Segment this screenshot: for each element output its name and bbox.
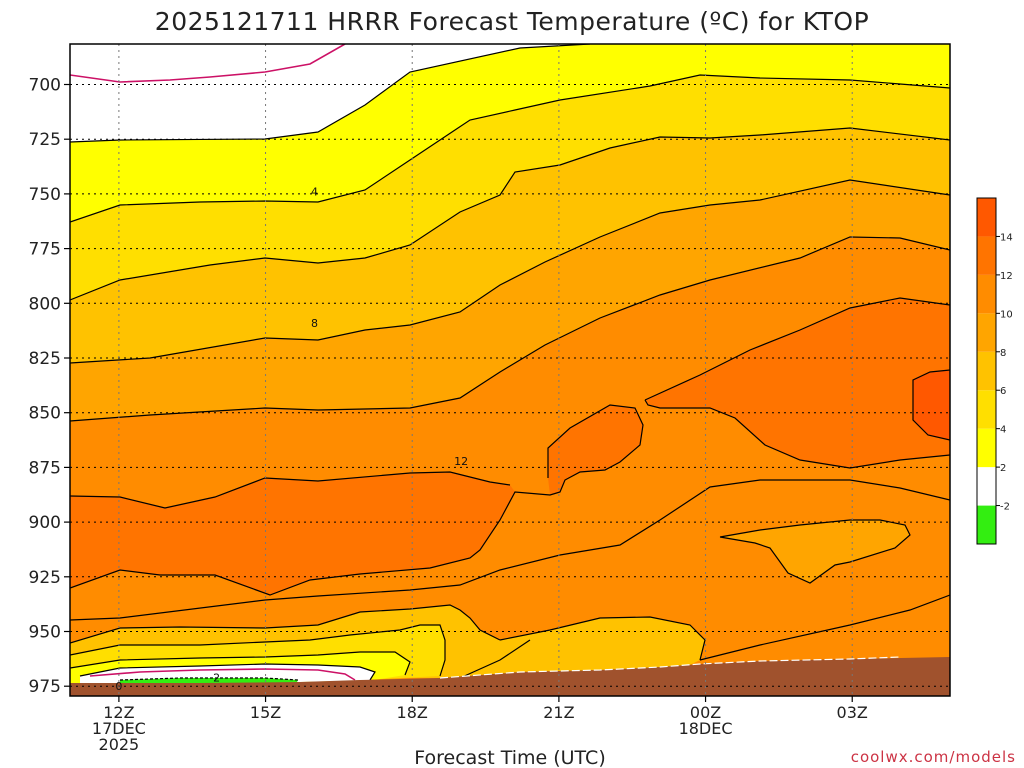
y-tick-label-800: 800 xyxy=(29,294,61,314)
colorbar-segment-7 xyxy=(977,236,996,275)
y-tick-label-975: 975 xyxy=(29,677,61,697)
colorbar-segment-4 xyxy=(977,351,996,391)
y-tick-label-925: 925 xyxy=(29,568,61,588)
colorbar-segment-1 xyxy=(977,467,996,506)
contour-label-2: 2 xyxy=(213,671,220,684)
band-12-to-14-east xyxy=(548,298,950,495)
temperature-field: 4 8 12 2 0 xyxy=(70,44,950,696)
credit-text: coolwx.com/models xyxy=(851,748,1016,766)
freezing-lines xyxy=(70,44,356,681)
x-tick-label-3-0: 15Z xyxy=(250,703,281,722)
x-tick-label-0-0: 12Z xyxy=(103,703,134,722)
y-tick-label-750: 750 xyxy=(29,185,61,205)
colorbar-label-2: 4 xyxy=(1000,425,1006,436)
x-tick-label-0-1: 17DEC xyxy=(92,719,146,738)
x-tick-label-9-0: 21Z xyxy=(543,703,574,722)
x-tick-label-12-1: 18DEC xyxy=(679,719,733,738)
colorbar-label-1: 2 xyxy=(1000,463,1006,474)
colorbar-label-0: -2 xyxy=(1000,502,1010,513)
colorbar-label-3: 6 xyxy=(1000,386,1006,397)
colorbar-segment-6 xyxy=(977,274,996,314)
band-10-to-12-east-inset xyxy=(720,520,910,583)
contour-labels: 4 8 12 2 0 xyxy=(115,186,468,693)
x-axis-label: Forecast Time (UTC) xyxy=(414,747,605,768)
band-14-plus xyxy=(913,370,950,440)
contour-label-0: 0 xyxy=(115,680,122,693)
colorbar-segment-3 xyxy=(977,390,996,429)
y-tick-label-875: 875 xyxy=(29,458,61,478)
contour-label-8: 8 xyxy=(311,317,318,330)
colorbar-segment-8 xyxy=(977,198,996,237)
y-tick-label-700: 700 xyxy=(29,76,61,96)
colorbar-segment-5 xyxy=(977,313,996,352)
y-tick-label-725: 725 xyxy=(29,130,61,150)
colorbar-label-5: 10 xyxy=(1000,309,1013,320)
gridlines xyxy=(70,44,950,696)
colorbar-segment-0 xyxy=(977,505,996,544)
x-tick-label-0-2: 2025 xyxy=(99,735,140,754)
ground-edge xyxy=(439,656,901,679)
y-tick-label-850: 850 xyxy=(29,404,61,424)
y-tick-label-900: 900 xyxy=(29,513,61,533)
cold-line xyxy=(119,677,299,681)
contour-label-4: 4 xyxy=(311,186,318,199)
colorbar-label-6: 12 xyxy=(1000,271,1013,282)
band-12-to-14 xyxy=(70,472,515,595)
x-tick-label-6-0: 18Z xyxy=(397,703,428,722)
colorbar-segment-2 xyxy=(977,428,996,468)
y-tick-label-950: 950 xyxy=(29,623,61,643)
y-tick-label-825: 825 xyxy=(29,349,61,369)
y-tick-label-775: 775 xyxy=(29,240,61,260)
colorbar-frame xyxy=(976,197,997,545)
y-axis: 700 725 750 775 800 825 850 875 900 925 950 975 xyxy=(29,76,70,697)
chart-title: 2025121711 HRRR Forecast Temperature (ºC… xyxy=(155,7,869,36)
contour-lines xyxy=(70,44,950,681)
contour-label-12: 12 xyxy=(454,455,468,468)
x-tick-label-15-0: 03Z xyxy=(837,703,868,722)
x-tick-label-12-0: 00Z xyxy=(690,703,721,722)
plot-frame xyxy=(69,43,951,697)
colorbar: -2 2 4 6 8 10 12 14 xyxy=(976,197,1013,545)
colorbar-label-4: 8 xyxy=(1000,348,1006,359)
colorbar-label-7: 14 xyxy=(1000,232,1013,243)
